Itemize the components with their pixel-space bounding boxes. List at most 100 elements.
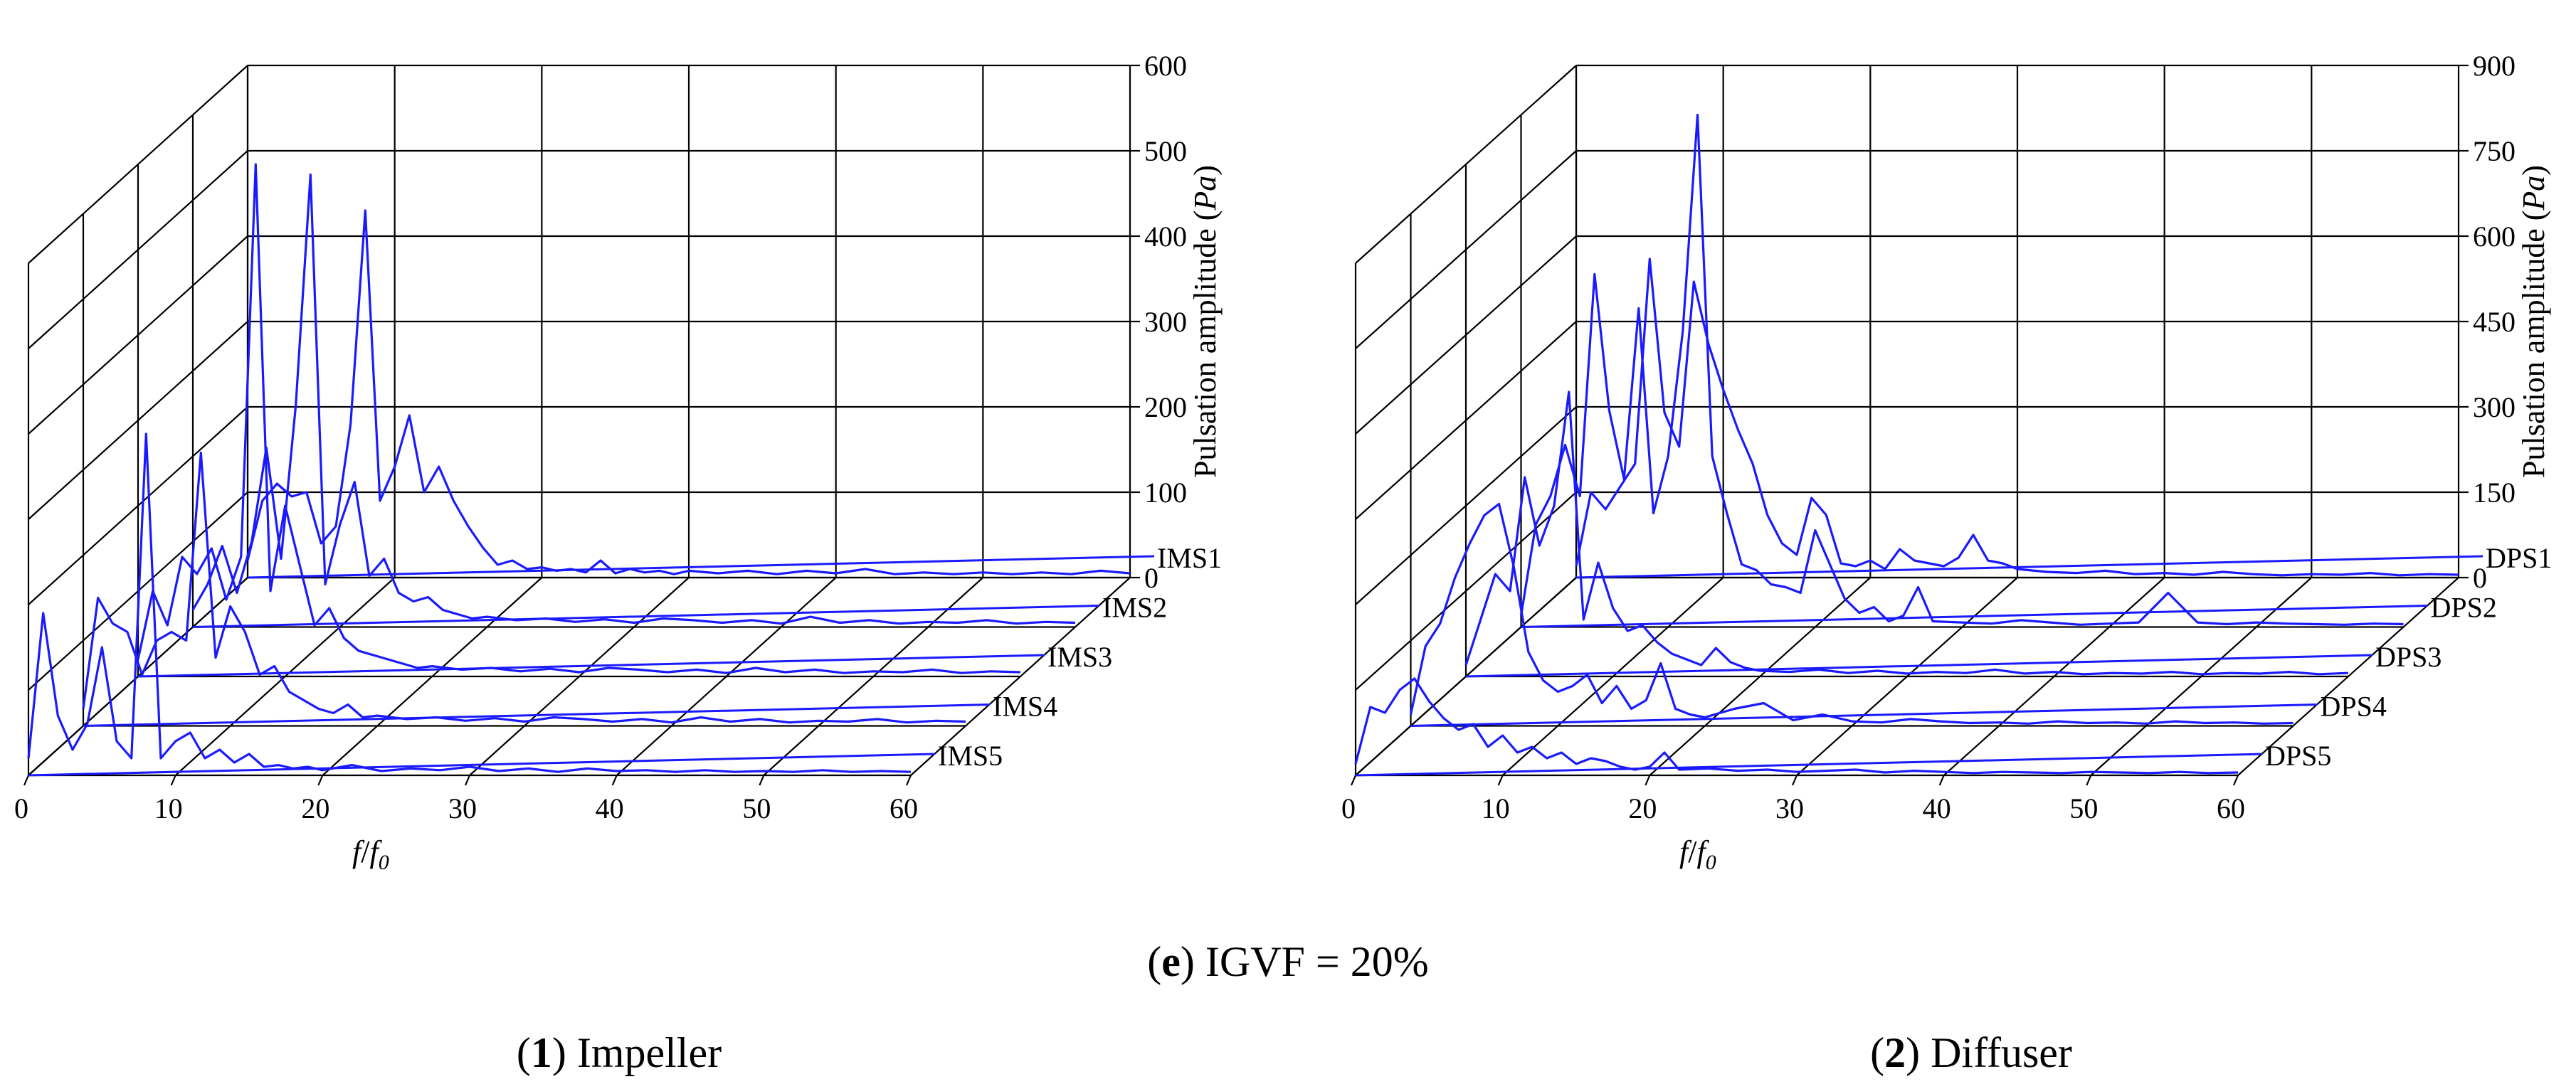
series-baseline — [28, 753, 936, 777]
x-axis-tick-mark — [905, 775, 912, 786]
impeller-y-tick-labels: 0 100 200 300 400 500 600 — [1144, 50, 1187, 594]
y-tick-label: 300 — [1144, 306, 1187, 338]
series-baseline — [1575, 555, 2483, 579]
y-tick-label: 900 — [2473, 50, 2516, 82]
series-baseline — [1521, 605, 2428, 628]
panel-name: Impeller — [566, 1029, 722, 1076]
series-label: IMS3 — [1047, 641, 1112, 673]
x-axis-tick-mark — [317, 775, 324, 786]
y-tick-label: 150 — [2473, 477, 2516, 509]
left-wall-gridline-diagonal — [28, 321, 248, 520]
series-dps3 — [1464, 391, 2373, 678]
x-tick-label: 20 — [301, 792, 329, 824]
series-baseline — [83, 703, 991, 727]
y-tick-label: 0 — [2473, 562, 2487, 594]
x-label-sub: 0 — [1706, 851, 1716, 874]
y-label-close: ) — [1188, 165, 1223, 176]
series-label: DPS2 — [2431, 592, 2497, 624]
impeller-axes-grid — [23, 64, 1140, 786]
x-label-sep: / — [1688, 834, 1697, 869]
x-tick-label: 50 — [2069, 792, 2098, 824]
left-wall-gridline-diagonal — [1355, 235, 1577, 435]
diffuser-chart: 0 10 20 30 40 50 60 0 150 300 450 600 75… — [1341, 50, 2552, 874]
series-baseline — [247, 555, 1155, 579]
x-tick-label: 60 — [2217, 792, 2245, 824]
series-line — [27, 432, 912, 773]
series-label: IMS1 — [1157, 542, 1222, 574]
panel-caption-impeller: (1) Impeller — [517, 1029, 722, 1076]
impeller-x-tick-labels: 0 10 20 30 40 50 60 — [14, 792, 918, 824]
panel-caption-diffuser: (2) Diffuser — [1870, 1029, 2072, 1076]
x-axis-tick-mark — [23, 775, 30, 786]
y-label-unit: Pa — [1188, 176, 1223, 211]
y-tick-label: 400 — [1144, 221, 1187, 253]
left-wall-gridline-diagonal — [28, 406, 248, 605]
x-label-sep: / — [361, 834, 370, 869]
x-tick-label: 0 — [14, 792, 28, 824]
y-label-text: Pulsation amplitude ( — [2516, 211, 2551, 478]
panel-name: Diffuser — [1920, 1029, 2072, 1076]
series-ims1 — [246, 209, 1155, 579]
y-label-unit: Pa — [2516, 176, 2551, 211]
y-tick-label: 0 — [1144, 562, 1158, 594]
x-axis-tick-mark — [1497, 775, 1504, 786]
series-label: DPS3 — [2375, 641, 2442, 673]
left-wall-gridline-diagonal — [28, 150, 248, 349]
impeller-y-axis-label: Pulsation amplitude (Pa) — [1188, 165, 1223, 478]
x-axis-tick-mark — [611, 775, 618, 786]
panel-number: 2 — [1884, 1029, 1906, 1076]
series-ims2 — [191, 173, 1100, 628]
series-line — [1409, 502, 2293, 725]
impeller-series-lines — [27, 163, 1155, 777]
series-line — [137, 163, 1021, 674]
series-line — [1464, 391, 2349, 676]
series-dps1 — [1575, 257, 2483, 579]
x-tick-label: 30 — [1775, 792, 1804, 824]
series-baseline — [1410, 703, 2318, 727]
x-tick-label: 0 — [1341, 792, 1356, 824]
series-line — [191, 173, 1076, 625]
y-tick-label: 750 — [2473, 135, 2516, 167]
left-wall-gridline-diagonal — [1355, 65, 1577, 264]
series-line — [82, 451, 966, 724]
y-tick-label: 200 — [1144, 391, 1187, 423]
x-axis-tick-mark — [464, 775, 471, 786]
y-tick-label: 300 — [2473, 391, 2516, 423]
panel-number: 1 — [531, 1029, 552, 1076]
diffuser-series-labels: DPS1 DPS2 DPS3 DPS4 DPS5 — [2265, 542, 2552, 772]
series-label: DPS4 — [2321, 691, 2387, 723]
series-line — [1354, 677, 2239, 775]
series-label: IMS2 — [1102, 592, 1167, 624]
series-line — [246, 209, 1131, 575]
y-label-text: Pulsation amplitude ( — [1188, 211, 1223, 478]
series-label: IMS4 — [993, 691, 1057, 723]
x-axis-tick-mark — [1791, 775, 1798, 786]
series-dps5 — [1354, 677, 2263, 777]
x-tick-label: 60 — [890, 792, 918, 824]
impeller-x-axis-label: f/f0 — [352, 834, 389, 874]
diffuser-series-lines — [1354, 113, 2483, 777]
x-tick-label: 50 — [742, 792, 771, 824]
figure-caption: (e) IGVF = 20% — [1147, 938, 1428, 985]
series-label: IMS5 — [938, 740, 1003, 772]
caption-tag: e — [1161, 938, 1181, 985]
impeller-series-labels: IMS1 IMS2 IMS3 IMS4 IMS5 — [938, 542, 1222, 772]
diffuser-y-tick-labels: 0 150 300 450 600 750 900 — [2473, 50, 2516, 594]
left-wall-gridline-diagonal — [1355, 150, 1577, 349]
x-axis-tick-mark — [759, 775, 765, 786]
y-tick-label: 100 — [1144, 477, 1187, 509]
x-tick-label: 40 — [1923, 792, 1951, 824]
series-baseline — [1355, 753, 2263, 777]
y-tick-label: 500 — [1144, 135, 1187, 167]
x-axis-tick-mark — [1645, 775, 1651, 786]
diffuser-axes-grid — [1350, 64, 2469, 786]
x-axis-tick-mark — [1350, 775, 1357, 786]
x-axis-tick-mark — [1938, 775, 1945, 786]
y-tick-label: 600 — [1144, 50, 1187, 82]
y-tick-label: 600 — [2473, 221, 2516, 253]
series-label: DPS1 — [2486, 542, 2552, 574]
y-tick-label: 450 — [2473, 306, 2516, 338]
series-line — [1519, 113, 2404, 626]
x-tick-label: 10 — [154, 792, 183, 824]
diffuser-y-axis-label: Pulsation amplitude (Pa) — [2516, 165, 2551, 478]
